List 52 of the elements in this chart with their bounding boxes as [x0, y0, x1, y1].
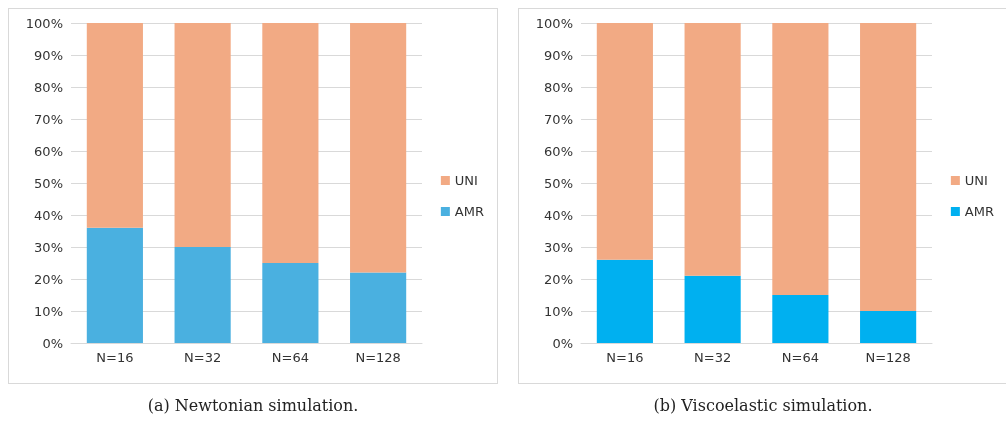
y-tick-label: 70% [34, 111, 63, 127]
x-tick-label: N=32 [694, 350, 732, 365]
y-tick-label: 40% [34, 207, 63, 223]
text: (b) Viscoelastic simulation. [652, 396, 874, 415]
x-tick-label: N=16 [96, 350, 134, 365]
y-tick-label: 40% [544, 207, 573, 223]
y-tick-label: 20% [34, 271, 63, 287]
bar [262, 263, 319, 343]
bar [350, 272, 407, 343]
x-tick-label: N=128 [355, 350, 401, 365]
y-tick-label: 10% [34, 303, 63, 319]
bar [684, 275, 741, 343]
bar [174, 23, 231, 247]
y-tick-label: 100% [535, 15, 573, 31]
bar [596, 23, 653, 260]
y-tick-label: 90% [34, 47, 63, 63]
x-tick-label: N=64 [781, 350, 819, 365]
x-tick-label: N=64 [271, 350, 309, 365]
text: (a) Newtonian simulation. [146, 396, 360, 415]
bar [350, 23, 407, 273]
y-tick-label: 30% [34, 239, 63, 255]
bar [684, 23, 741, 276]
bar [86, 227, 143, 343]
x-tick-label: N=128 [865, 350, 911, 365]
bar [772, 295, 829, 343]
legend-label: AMR [964, 204, 995, 219]
y-tick-label: 100% [25, 15, 63, 31]
y-tick-label: 0% [552, 335, 573, 351]
y-tick-label: 80% [544, 79, 573, 95]
x-tick-label: N=16 [606, 350, 644, 365]
y-tick-label: 30% [544, 239, 573, 255]
y-tick-label: 50% [544, 175, 573, 191]
y-tick-label: 10% [544, 303, 573, 319]
legend-label: AMR [454, 204, 485, 219]
y-tick-label: 20% [544, 271, 573, 287]
legend-label: UNI [964, 173, 988, 188]
bar [860, 311, 917, 343]
y-tick-label: 0% [42, 335, 63, 351]
y-tick-label: 60% [34, 143, 63, 159]
x-tick-label: N=32 [184, 350, 222, 365]
y-tick-label: 90% [544, 47, 573, 63]
legend-label: UNI [454, 173, 478, 188]
bar [860, 23, 917, 311]
bar [174, 247, 231, 343]
y-tick-label: 50% [34, 175, 63, 191]
bar [772, 23, 829, 295]
y-tick-label: 80% [34, 79, 63, 95]
bar [262, 23, 319, 263]
y-tick-label: 60% [544, 143, 573, 159]
bar [86, 23, 143, 228]
y-tick-label: 70% [544, 111, 573, 127]
bar [596, 259, 653, 343]
